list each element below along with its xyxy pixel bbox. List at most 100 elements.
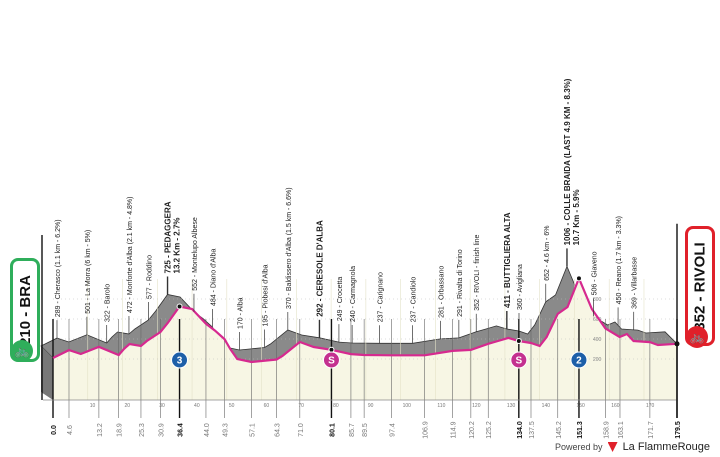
place-label: 249 - Crocetta — [337, 277, 344, 321]
kom-marker-icon — [171, 351, 189, 369]
place-label: 370 - Baldissero d'Alba (1.5 km - 6.6%) — [286, 187, 293, 309]
km-point-label: 97.4 — [390, 423, 397, 437]
km-point-label: 71.0 — [298, 423, 305, 437]
summit-dot — [176, 303, 183, 310]
km-point-label: 44.0 — [204, 423, 211, 437]
place-label: 360 - Avigliana — [517, 264, 524, 310]
x-tick-label: 150 — [576, 403, 585, 409]
footer: Powered by La FlammeRouge — [555, 441, 710, 453]
km-point-label: 134.0 — [517, 421, 524, 439]
profile-left-edge — [41, 346, 53, 400]
km-point-label: 25.3 — [139, 423, 146, 437]
elevation-tick-label: 400 — [593, 337, 602, 343]
place-label: 652 - 4.6 km - 6% — [544, 226, 551, 281]
climb-detail-label: 13.2 Km - 2.7% — [173, 217, 182, 273]
bicycle-finish-icon: 🚲 — [686, 326, 708, 348]
km-point-label: 163.1 — [618, 421, 625, 439]
place-label: 237 - Carignano — [378, 272, 385, 322]
km-point-label: 179.5 — [675, 421, 682, 439]
place-label: 292 - CERESOLE D'ALBA — [315, 220, 324, 317]
x-tick-label: 20 — [125, 403, 131, 409]
x-tick-label: 160 — [611, 403, 620, 409]
x-tick-label: 80 — [333, 403, 339, 409]
place-label: 369 - Villarbasse — [632, 257, 639, 309]
km-point-label: 64.3 — [275, 423, 282, 437]
place-label: 484 - Diano d'Alba — [210, 249, 217, 306]
summit-dot — [575, 275, 582, 282]
place-label: 501 - La Morra (6 km - 5%) — [85, 230, 92, 314]
finish-label: 352 - RIVOLI — [691, 241, 709, 331]
flamme-rouge-logo-icon — [607, 442, 618, 452]
km-point-label: 30.9 — [158, 423, 165, 437]
place-label: 352 - RIVOLI - finish line — [474, 234, 481, 310]
km-point-label: 106.9 — [423, 421, 430, 439]
elevation-tick-label: 200 — [593, 357, 602, 363]
place-label: 552 - Montelupo Albese — [192, 217, 199, 291]
place-label: 472 - Monforte d'Alba (2.1 km - 4.8%) — [127, 197, 134, 314]
place-label: 1006 - COLLE BRAIDA (LAST 4.9 KM - 8.3%) — [563, 78, 572, 245]
km-point-label: 18.9 — [117, 423, 124, 437]
finish-dot — [674, 341, 680, 347]
kom-marker-icon — [570, 351, 588, 369]
kom-marker-label: 2 — [576, 356, 582, 367]
km-point-label: 171.7 — [648, 421, 655, 439]
km-point-label: 158.9 — [603, 421, 610, 439]
km-point-label: 125.2 — [486, 421, 493, 439]
km-point-label: 89.5 — [362, 423, 369, 437]
sprint-marker-label: S — [328, 356, 335, 367]
km-point-label: 151.3 — [577, 421, 584, 439]
bicycle-start-icon: 🚲 — [11, 340, 33, 362]
powered-by: Powered by — [555, 442, 603, 452]
km-point-label: 0.0 — [51, 425, 58, 435]
kom-marker-label: 3 — [177, 356, 183, 367]
km-point-label: 114.9 — [450, 421, 457, 438]
x-tick-label: 50 — [229, 403, 235, 409]
summit-dot — [515, 338, 522, 344]
place-label: 170 - Alba — [237, 297, 244, 329]
x-tick-label: 10 — [90, 403, 96, 409]
place-label: 240 - Carmagnola — [350, 266, 357, 322]
place-label: 506 - Giaveno — [591, 251, 598, 295]
place-label: 450 - Reano (1.7 km - 3.3%) — [616, 216, 623, 304]
place-label: 322 - Barolo — [105, 284, 112, 322]
place-label: 195 - Piobesi d'Alba — [263, 264, 270, 326]
place-label: 411 - BUTTIGLIERA ALTA — [503, 212, 512, 308]
x-tick-label: 40 — [194, 403, 200, 409]
elevation-tick-label: 600 — [593, 317, 602, 323]
x-tick-label: 100 — [403, 403, 412, 409]
x-tick-label: 70 — [298, 403, 304, 409]
climb-detail-label: 10.7 Km - 5.9% — [572, 189, 581, 245]
sprint-marker-icon — [322, 351, 340, 369]
x-tick-label: 120 — [472, 403, 481, 409]
x-tick-label: 140 — [542, 403, 551, 409]
place-label: 577 - Roddino — [146, 255, 153, 299]
x-tick-label: 60 — [264, 403, 270, 409]
place-label: 725 - PEDAGGERA — [164, 201, 173, 273]
km-point-label: 4.6 — [67, 425, 74, 435]
km-point-label: 49.3 — [222, 423, 229, 437]
km-point-label: 36.4 — [178, 423, 185, 437]
elevation-tick-label: 800 — [593, 297, 602, 303]
km-point-label: 13.2 — [97, 423, 104, 437]
km-point-label: 85.7 — [349, 423, 356, 437]
x-tick-label: 90 — [368, 403, 374, 409]
place-label: 291 - Rivalta di Torino — [457, 249, 464, 317]
x-tick-label: 130 — [507, 403, 516, 409]
place-label: 289 - Cherasco (1.1 km - 6.2%) — [55, 219, 62, 317]
x-tick-label: 110 — [437, 403, 445, 409]
x-tick-label: 30 — [159, 403, 165, 409]
place-label: 237 - Candiolo — [411, 277, 418, 323]
sprint-marker-icon — [510, 351, 528, 369]
km-point-label: 57.1 — [249, 423, 256, 437]
km-point-label: 120.2 — [469, 421, 476, 439]
brand-name: La FlammeRouge — [622, 441, 710, 453]
place-label: 281 - Orbassano — [438, 266, 445, 318]
start-label: 210 - BRA — [16, 274, 34, 346]
profile-fill — [53, 278, 677, 400]
x-tick-label: 170 — [646, 403, 655, 409]
sprint-marker-label: S — [515, 356, 522, 367]
km-point-label: 80.1 — [329, 423, 336, 437]
km-point-label: 137.5 — [529, 421, 536, 439]
km-point-label: 145.2 — [556, 421, 563, 439]
